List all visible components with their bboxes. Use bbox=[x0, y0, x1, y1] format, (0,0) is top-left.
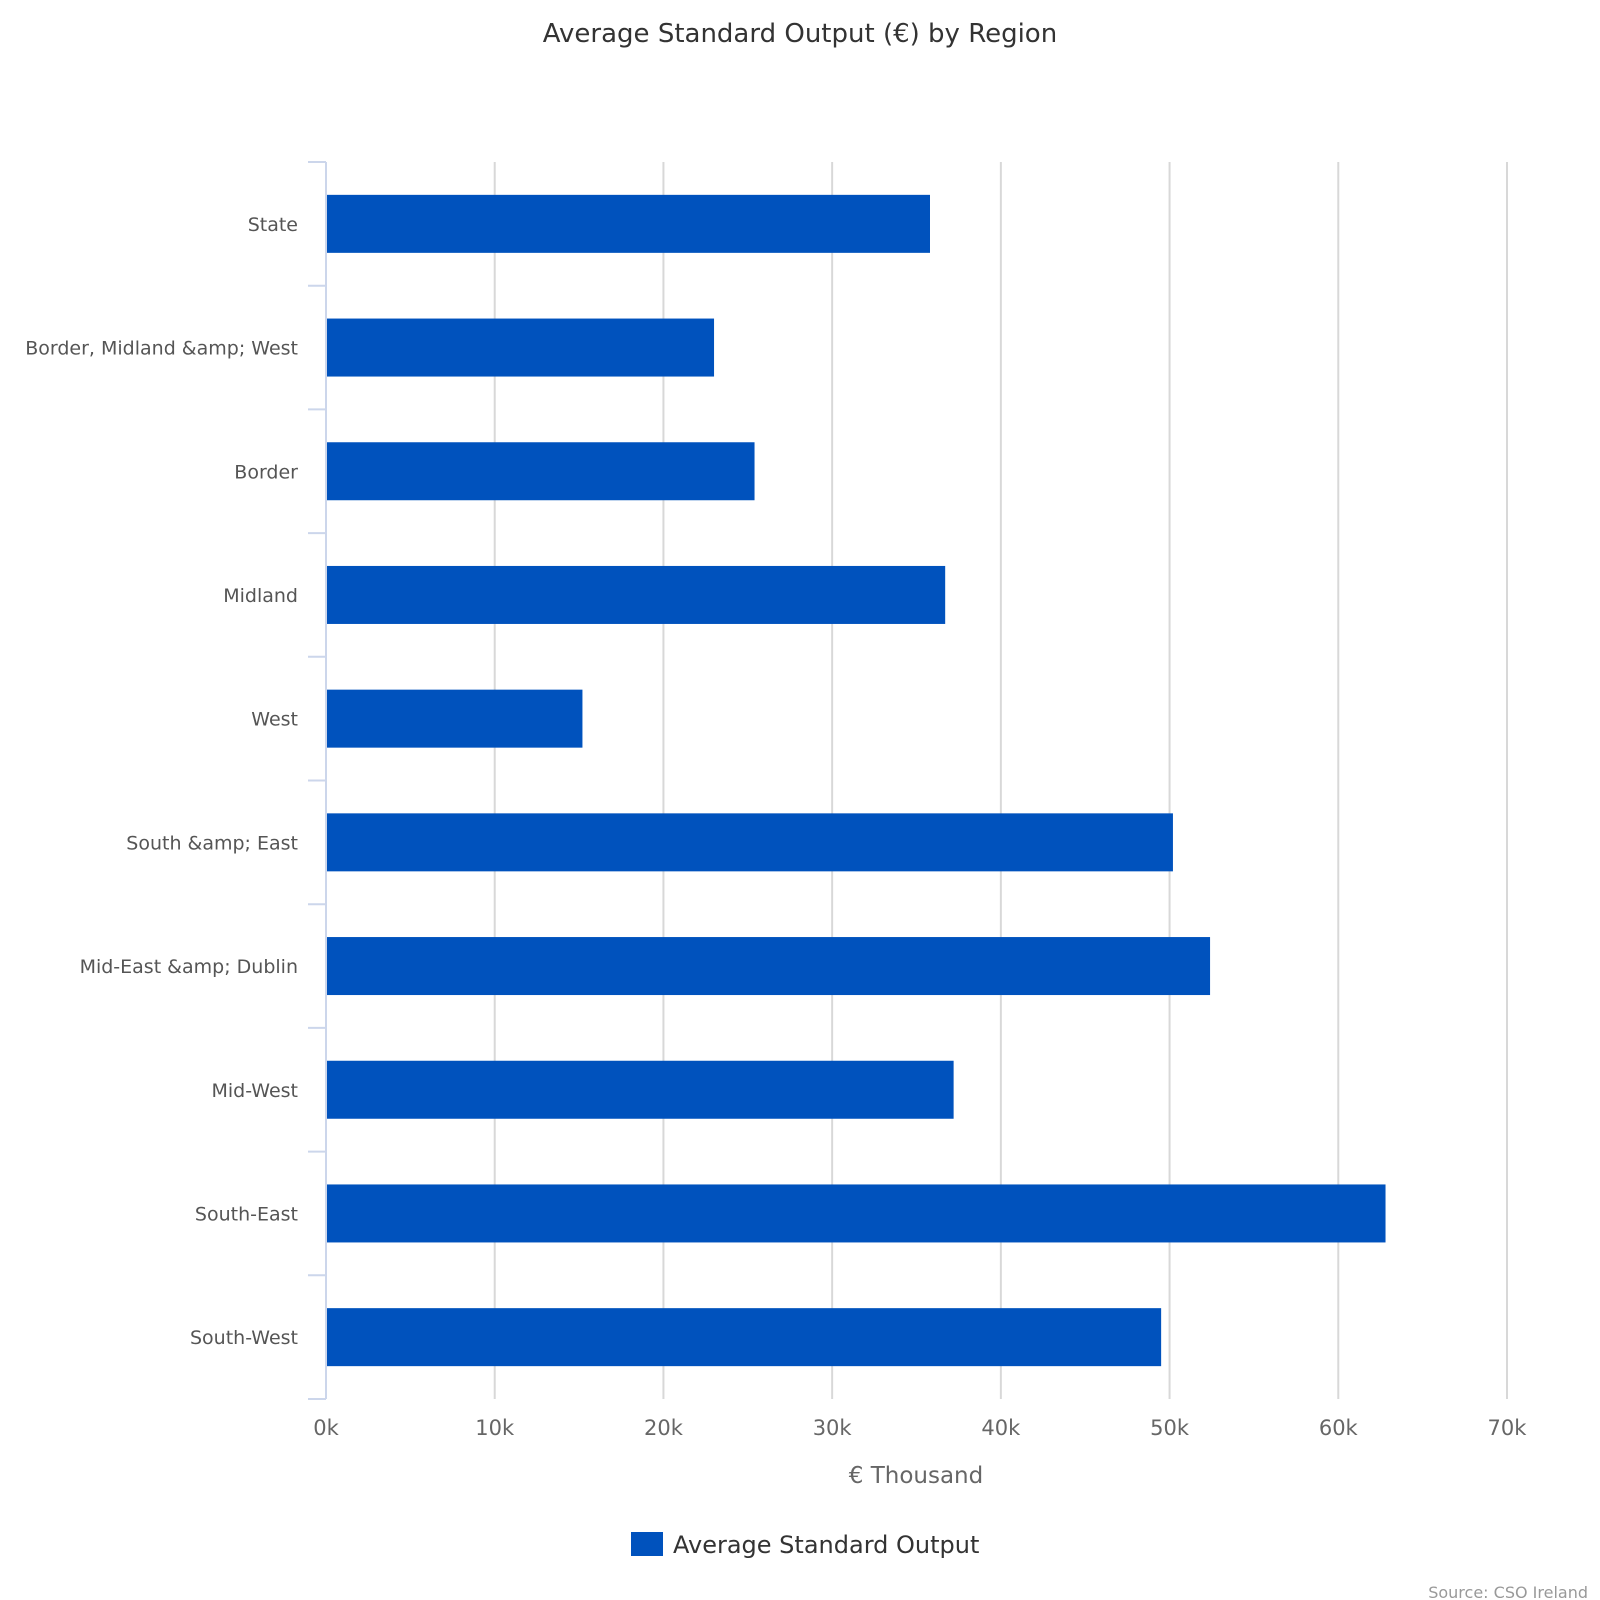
x-tick-label: 60k bbox=[1319, 1416, 1359, 1440]
x-axis-title: € Thousand bbox=[849, 1463, 983, 1489]
bar[interactable] bbox=[327, 442, 755, 501]
bar[interactable] bbox=[327, 565, 946, 624]
bar[interactable] bbox=[327, 194, 930, 253]
x-tick-label: 40k bbox=[981, 1416, 1021, 1440]
legend[interactable]: Average Standard Output bbox=[631, 1531, 979, 1559]
y-tick-label: Midland bbox=[223, 585, 298, 607]
y-tick-label: Mid-East &amp; Dublin bbox=[80, 956, 298, 978]
bar[interactable] bbox=[327, 689, 583, 748]
y-tick-label: West bbox=[251, 709, 298, 731]
bar[interactable] bbox=[327, 937, 1211, 996]
bar[interactable] bbox=[327, 1060, 954, 1119]
y-tick-label: State bbox=[248, 214, 298, 236]
bar[interactable] bbox=[327, 813, 1173, 872]
x-tick-label: 70k bbox=[1488, 1416, 1528, 1440]
y-tick-label: South-West bbox=[190, 1327, 298, 1349]
y-tick-label: South-East bbox=[195, 1203, 298, 1225]
x-tick-label: 10k bbox=[475, 1416, 515, 1440]
bar[interactable] bbox=[327, 1308, 1162, 1367]
y-tick-label: Mid-West bbox=[211, 1080, 298, 1102]
x-tick-label: 30k bbox=[813, 1416, 853, 1440]
y-tick-label: Border, Midland &amp; West bbox=[25, 338, 298, 360]
legend-label: Average Standard Output bbox=[673, 1531, 979, 1559]
x-tick-label: 20k bbox=[644, 1416, 684, 1440]
chart-title: Average Standard Output (€) by Region bbox=[543, 19, 1057, 49]
y-tick-label: South &amp; East bbox=[126, 832, 298, 854]
bar[interactable] bbox=[327, 1184, 1386, 1243]
y-tick-label: Border bbox=[234, 461, 298, 483]
bar[interactable] bbox=[327, 318, 715, 377]
x-tick-label: 0k bbox=[313, 1416, 339, 1440]
credits[interactable]: Source: CSO Ireland bbox=[1428, 1583, 1588, 1600]
legend-swatch bbox=[631, 1532, 663, 1556]
x-tick-label: 50k bbox=[1150, 1416, 1190, 1440]
